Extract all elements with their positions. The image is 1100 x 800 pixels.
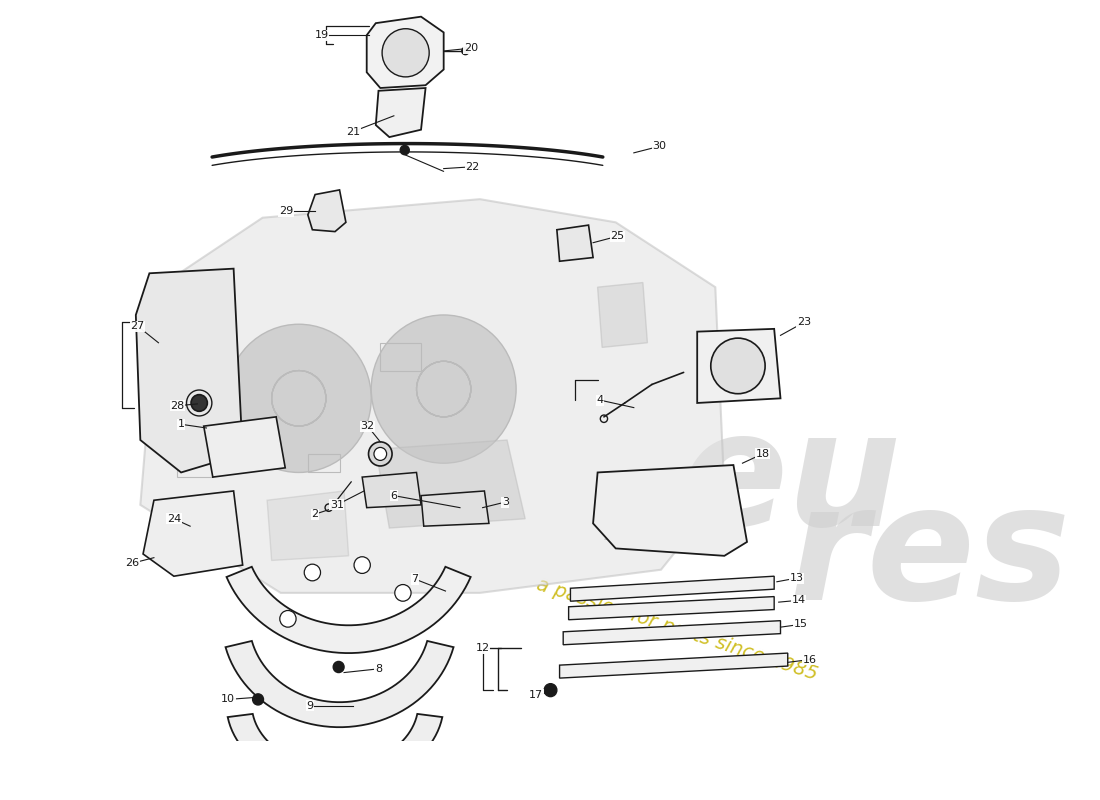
Polygon shape [143, 491, 243, 576]
Text: 9: 9 [306, 701, 313, 711]
Text: 24: 24 [167, 514, 182, 524]
Text: 3: 3 [502, 497, 508, 507]
Text: 8: 8 [375, 664, 382, 674]
Circle shape [544, 684, 557, 697]
Text: 17: 17 [529, 690, 543, 700]
Text: 12: 12 [475, 643, 490, 654]
Circle shape [395, 585, 411, 602]
Text: eu: eu [679, 404, 901, 559]
Polygon shape [204, 417, 285, 477]
Text: 13: 13 [790, 573, 804, 583]
Circle shape [227, 324, 371, 473]
Polygon shape [571, 576, 774, 602]
Polygon shape [376, 440, 525, 528]
Polygon shape [228, 714, 442, 787]
Text: 20: 20 [464, 43, 477, 53]
Circle shape [371, 315, 516, 463]
Text: 19: 19 [315, 30, 329, 40]
Polygon shape [152, 334, 218, 430]
Text: 23: 23 [798, 318, 811, 327]
Polygon shape [270, 774, 421, 800]
Bar [177, 454, 212, 477]
Text: 21: 21 [346, 126, 360, 137]
Polygon shape [560, 653, 788, 678]
Polygon shape [267, 491, 349, 561]
Polygon shape [563, 621, 781, 645]
Text: 18: 18 [756, 449, 770, 459]
Text: 31: 31 [330, 500, 344, 510]
Polygon shape [362, 473, 421, 508]
Circle shape [374, 447, 386, 461]
Bar [308, 454, 340, 473]
Bar [381, 342, 421, 370]
Text: 16: 16 [803, 654, 816, 665]
Text: 27: 27 [131, 321, 145, 331]
Text: 15: 15 [793, 619, 807, 630]
Text: 22: 22 [465, 162, 480, 172]
Circle shape [253, 694, 264, 705]
Polygon shape [366, 17, 443, 88]
Polygon shape [141, 199, 725, 593]
Text: a passion for parts since 1985: a passion for parts since 1985 [535, 575, 821, 685]
Polygon shape [376, 88, 426, 137]
Circle shape [354, 557, 371, 574]
Polygon shape [421, 491, 488, 526]
Text: 1: 1 [177, 419, 185, 430]
Circle shape [368, 442, 392, 466]
Text: 4: 4 [597, 395, 604, 405]
Text: 26: 26 [125, 558, 140, 568]
Polygon shape [697, 329, 781, 403]
Circle shape [711, 338, 766, 394]
Polygon shape [227, 566, 471, 653]
Circle shape [305, 564, 320, 581]
Text: 10: 10 [221, 694, 235, 705]
Circle shape [279, 610, 296, 627]
Polygon shape [308, 190, 345, 231]
Circle shape [191, 394, 207, 411]
Polygon shape [569, 597, 774, 620]
Text: 14: 14 [792, 595, 805, 606]
Polygon shape [135, 269, 243, 473]
Polygon shape [597, 282, 648, 347]
Polygon shape [593, 465, 747, 556]
Polygon shape [557, 225, 593, 262]
Text: 7: 7 [411, 574, 418, 584]
Circle shape [462, 47, 469, 54]
Text: 28: 28 [170, 401, 185, 410]
Text: 30: 30 [652, 142, 667, 151]
Circle shape [400, 146, 409, 154]
Text: 29: 29 [279, 206, 294, 216]
Text: 6: 6 [390, 490, 397, 501]
Text: 2: 2 [311, 509, 319, 519]
Text: res: res [788, 478, 1070, 634]
Text: 32: 32 [361, 421, 375, 431]
Circle shape [333, 662, 344, 673]
Text: 25: 25 [610, 231, 625, 242]
Circle shape [382, 29, 429, 77]
Polygon shape [226, 641, 453, 727]
